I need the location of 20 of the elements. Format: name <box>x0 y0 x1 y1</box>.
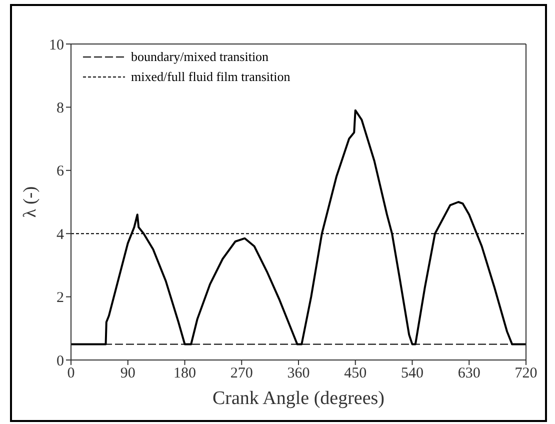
y-tick-label: 2 <box>56 290 64 306</box>
y-axis-title: λ (-) <box>19 186 40 218</box>
x-tick-label: 90 <box>120 366 136 382</box>
x-tick-label: 0 <box>67 366 75 382</box>
x-axis-title: Crank Angle (degrees) <box>212 388 384 409</box>
y-tick-label: 6 <box>56 164 64 180</box>
x-tick-label: 180 <box>174 366 196 382</box>
x-tick-label: 630 <box>458 366 480 382</box>
x-tick-label: 450 <box>344 366 367 382</box>
legend-label: mixed/full fluid film transition <box>131 69 290 85</box>
x-tick-label: 720 <box>514 366 538 382</box>
y-tick-label: 8 <box>56 100 64 117</box>
figure-frame: 0 90 180 270 360 450 540 630 720 Crank Angle (degrees) 0 2 4 6 8 10 λ (-) boundary/mixed transition mixed/full fluid film transition <box>10 4 547 422</box>
y-tick-label: 0 <box>56 353 64 370</box>
x-tick-label: 270 <box>230 366 253 382</box>
x-tick-label: 540 <box>401 366 424 382</box>
y-tick-label: 4 <box>56 226 64 243</box>
legend-label: boundary/mixed transition <box>131 49 269 65</box>
x-tick-label: 360 <box>287 366 310 382</box>
y-tick-label: 10 <box>49 37 64 54</box>
